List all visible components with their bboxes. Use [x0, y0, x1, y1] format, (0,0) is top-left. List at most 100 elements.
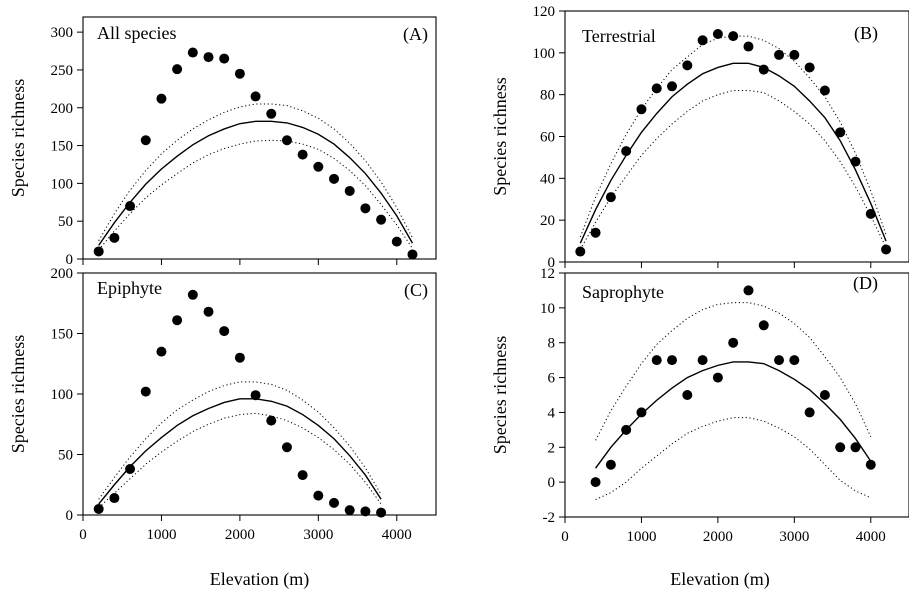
plot-frame [564, 272, 909, 518]
y-axis-title: Species richness [8, 335, 28, 453]
y-tick-label: 120 [533, 4, 556, 20]
data-point [605, 459, 616, 470]
y-tick-label: 4 [548, 405, 556, 421]
y-tick-label: 150 [51, 327, 74, 343]
data-point [219, 53, 230, 64]
panel-b: 0 20 40 60 80 100 120 Terrestrial (B) Species ric… [490, 4, 909, 271]
x-tick-label: 3000 [779, 529, 809, 545]
data-point [667, 81, 678, 92]
lower-ci-line [579, 89, 887, 250]
data-point [313, 161, 324, 172]
y-tick-label: 200 [51, 101, 74, 117]
lower-ci-line [98, 412, 382, 509]
data-point [203, 52, 214, 63]
x-tick-label: 0 [561, 529, 569, 545]
data-point [250, 91, 261, 102]
data-point [743, 41, 754, 52]
x-tick-label: 2000 [703, 529, 733, 545]
y-tick-label: 50 [58, 214, 73, 230]
data-point [297, 149, 308, 160]
mean-curve-line [579, 62, 887, 244]
data-point [621, 146, 632, 157]
data-point [774, 49, 785, 60]
data-point [712, 29, 723, 40]
y-tick-label: 100 [51, 176, 74, 192]
data-point [109, 493, 120, 504]
y-tick-label: 100 [51, 387, 74, 403]
x-axis-title: Elevation (m) [210, 569, 309, 590]
panel-d: -2 0 2 4 6 8 10 12 0 1000 2000 3000 4000 Saprophyte (D… [490, 266, 909, 590]
data-point [758, 64, 769, 75]
data-point [250, 390, 261, 401]
data-point [865, 459, 876, 470]
y-tick-label: 12 [540, 266, 555, 282]
data-point [109, 232, 120, 243]
y-tick-label: 8 [548, 336, 556, 352]
y-tick-label: 80 [540, 88, 555, 104]
y-tick-label: 300 [51, 25, 74, 41]
data-point [156, 346, 167, 357]
plot-frame [82, 16, 437, 260]
data-point [125, 464, 136, 475]
y-tick-label: 200 [51, 266, 74, 282]
y-axis-title: Species richness [8, 79, 28, 197]
data-point [187, 47, 198, 58]
data-point [187, 289, 198, 300]
data-point [712, 372, 723, 383]
data-point [804, 62, 815, 73]
data-point [297, 470, 308, 481]
y-tick-label: 40 [540, 171, 555, 187]
y-tick-label: 250 [51, 63, 74, 79]
data-point [743, 285, 754, 296]
data-point [575, 246, 586, 257]
panel-tag: (B) [854, 23, 878, 44]
panel-title: Terrestrial [582, 26, 656, 46]
data-point [93, 503, 104, 514]
data-point [850, 156, 861, 167]
panel-title: Epiphyte [97, 278, 162, 298]
data-point [682, 60, 693, 71]
data-point [621, 424, 632, 435]
data-point [172, 64, 183, 75]
data-point [651, 355, 662, 366]
data-point [651, 83, 662, 94]
data-point [865, 208, 876, 219]
x-tick-label: 1000 [626, 529, 656, 545]
y-tick-label: 0 [548, 475, 556, 491]
panel-a: 0 50 100 150 200 250 300 All species (A) Species … [8, 16, 437, 268]
data-point [344, 505, 355, 516]
data-point [266, 108, 277, 119]
x-tick-label: 4000 [382, 527, 412, 543]
data-point [360, 506, 371, 517]
data-point [172, 315, 183, 326]
data-point [590, 227, 601, 238]
y-tick-label: -2 [543, 510, 556, 526]
y-tick-label: 0 [548, 255, 556, 271]
data-point [789, 49, 800, 60]
x-tick-label: 2000 [225, 527, 255, 543]
y-tick-label: 0 [66, 508, 74, 524]
data-point [313, 490, 324, 501]
data-point [605, 192, 616, 203]
data-point [636, 407, 647, 418]
x-tick-label: 0 [79, 527, 87, 543]
data-point [789, 355, 800, 366]
data-point [234, 68, 245, 79]
data-point [667, 355, 678, 366]
data-point [376, 507, 387, 518]
data-point [360, 203, 371, 214]
y-tick-label: 100 [533, 46, 556, 62]
data-point [391, 236, 402, 247]
data-point [140, 386, 151, 397]
data-point [636, 104, 647, 115]
mean-curve-line [98, 120, 414, 246]
data-point [728, 337, 739, 348]
x-tick-label: 4000 [856, 529, 886, 545]
data-point [804, 407, 815, 418]
y-tick-label: 150 [51, 139, 74, 155]
data-point [344, 185, 355, 196]
mean-curve-line [595, 361, 872, 469]
y-tick-label: 20 [540, 213, 555, 229]
y-axis-title: Species richness [490, 77, 510, 195]
upper-ci-line [98, 381, 382, 500]
